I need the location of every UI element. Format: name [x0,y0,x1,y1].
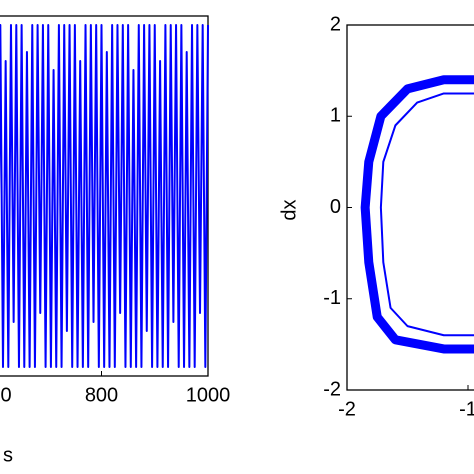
y-axis-label: dx [278,199,300,220]
data-line [379,92,474,337]
x-tick-label: -1 [459,398,474,420]
x-tick-label: -2 [338,398,356,420]
x-tick-label: 1000 [186,384,231,406]
data-line [0,24,209,368]
x-tick-label: 800 [85,384,118,406]
y-tick-label: 0 [330,196,341,218]
x-axis-label: s [3,444,13,466]
x-tick-label: 600 [0,384,12,406]
y-tick-label: 1 [330,105,341,127]
y-tick-label: 2 [330,13,341,35]
y-tick-label: -2 [323,378,341,400]
y-tick-label: -1 [323,287,341,309]
data-line [360,75,474,354]
